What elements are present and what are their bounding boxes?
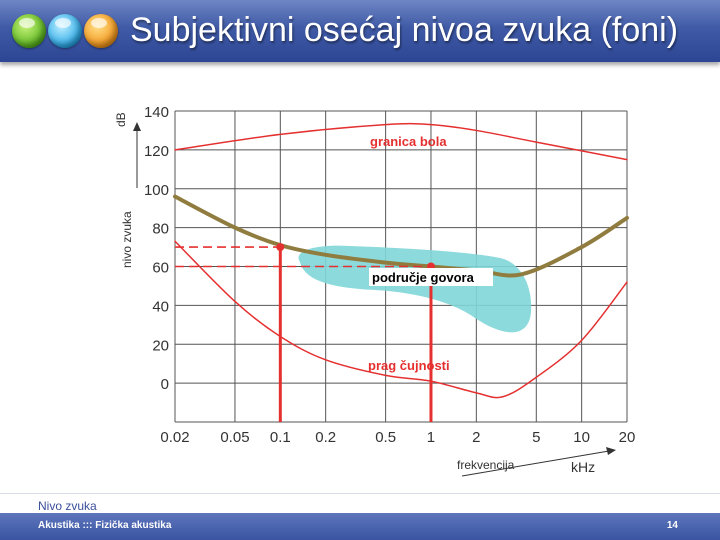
green-orb-icon [12, 14, 46, 48]
slide-subtitle: Nivo zvuka [38, 499, 97, 513]
y-tick-label: 80 [152, 221, 169, 238]
slide-header: Subjektivni osećaj nivoa zvuka (foni) [0, 0, 720, 62]
slide-footer: Akustika ::: Fizička akustika 14 [0, 513, 720, 540]
footer-divider [0, 493, 720, 494]
loudness-chart: 140 120 100 80 60 40 20 0 0.02 0.05 0.1 0.2 0.5 1 2 5 10… [114, 104, 636, 477]
y-tick-label: 40 [152, 298, 169, 315]
hearing-threshold-label: prag čujnosti [368, 358, 450, 373]
reference-point [276, 243, 285, 252]
page-number: 14 [666, 520, 678, 531]
pain-threshold-label: granica bola [370, 134, 447, 149]
y-tick-label: 120 [144, 143, 169, 160]
x-tick-label: 10 [573, 429, 590, 446]
speech-label-background [369, 268, 493, 286]
x-tick-label: 0.02 [160, 429, 189, 446]
y-axis-title: nivo zvuka [120, 211, 134, 268]
y-tick-label: 0 [161, 376, 169, 393]
x-tick-label: 20 [619, 429, 636, 446]
y-tick-label: 100 [144, 182, 169, 199]
x-axis-unit: kHz [571, 459, 595, 475]
y-tick-label: 140 [144, 104, 169, 121]
speech-area-label: područje govora [372, 270, 475, 285]
slide-title: Subjektivni osećaj nivoa zvuka (foni) [130, 11, 679, 49]
y-tick-label: 60 [152, 260, 169, 277]
x-axis-arrow [461, 450, 610, 477]
x-tick-label: 0.5 [375, 429, 396, 446]
x-tick-label: 5 [532, 429, 540, 446]
x-tick-label: 0.1 [270, 429, 291, 446]
y-axis-arrowhead [133, 122, 141, 131]
orange-orb-icon [84, 14, 118, 48]
blue-orb-icon [48, 14, 82, 48]
x-axis-title: frekvencija [457, 458, 515, 472]
y-axis-unit: dB [114, 112, 128, 127]
y-tick-label: 20 [152, 337, 169, 354]
equal-loudness-curve [173, 194, 629, 278]
x-tick-label: 0.2 [315, 429, 336, 446]
x-axis-arrowhead [606, 447, 616, 455]
x-tick-label: 2 [472, 429, 480, 446]
footer-text: Akustika ::: Fizička akustika [38, 520, 172, 531]
speech-area [298, 245, 532, 333]
x-tick-label: 1 [427, 429, 435, 446]
pain-threshold-curve [174, 122, 628, 161]
x-tick-label: 0.05 [220, 429, 249, 446]
